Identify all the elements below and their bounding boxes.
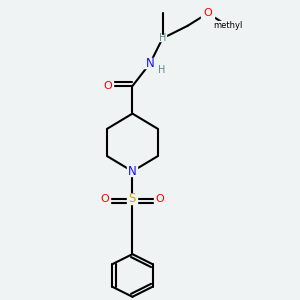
Text: O: O bbox=[203, 8, 212, 18]
Text: N: N bbox=[146, 57, 154, 70]
Text: H: H bbox=[159, 33, 166, 43]
Text: H: H bbox=[158, 65, 165, 75]
Text: S: S bbox=[129, 192, 136, 206]
Bar bbox=[128, 166, 137, 176]
Bar bbox=[218, 21, 237, 31]
Bar bbox=[154, 194, 166, 204]
Bar bbox=[159, 35, 166, 41]
Bar bbox=[143, 58, 157, 68]
Bar bbox=[99, 194, 110, 204]
Text: O: O bbox=[103, 81, 112, 91]
Text: O: O bbox=[156, 194, 164, 204]
Text: methyl: methyl bbox=[213, 21, 242, 30]
Text: O: O bbox=[100, 194, 109, 204]
Bar bbox=[201, 8, 214, 18]
Text: N: N bbox=[128, 165, 137, 178]
Bar bbox=[128, 194, 137, 204]
Bar bbox=[102, 81, 113, 91]
